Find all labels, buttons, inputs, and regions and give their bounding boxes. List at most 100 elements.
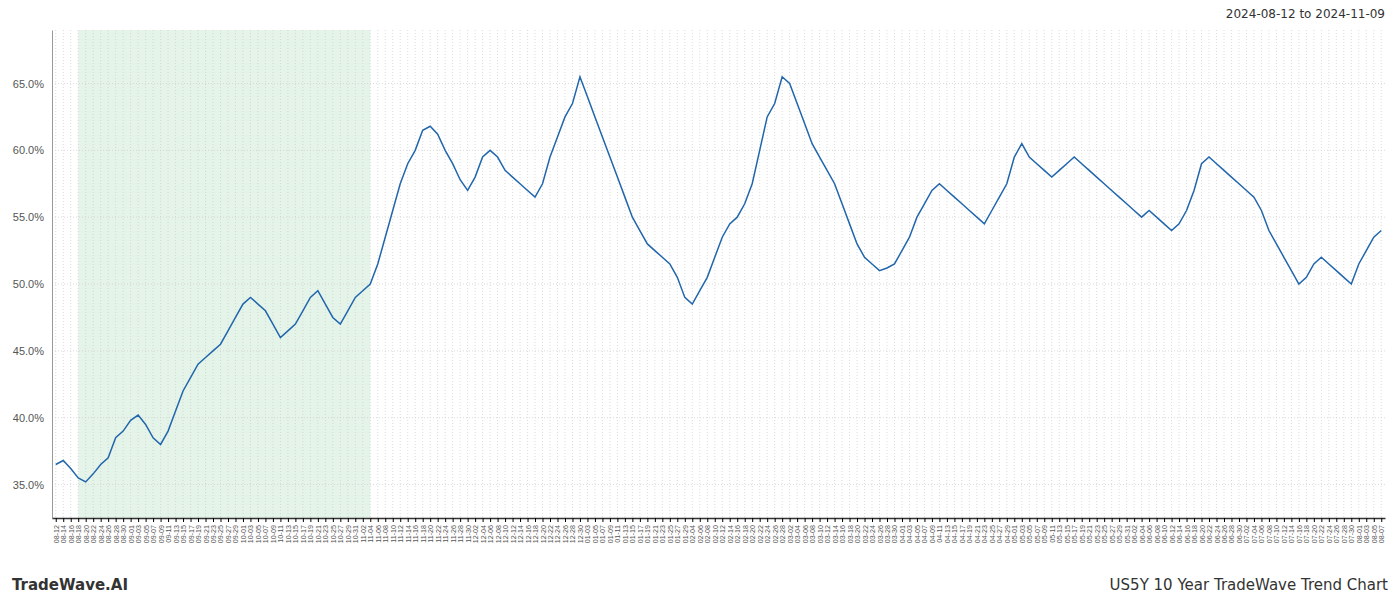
x-axis: 08-1208-1408-1608-1808-2008-2208-2408-26… xyxy=(53,518,1387,543)
grid-line xyxy=(819,30,820,518)
tick-mark xyxy=(288,518,289,522)
tick-mark xyxy=(962,518,963,522)
tick-mark xyxy=(632,518,633,522)
grid-line xyxy=(1231,30,1232,518)
grid-line xyxy=(557,30,558,518)
grid-line xyxy=(430,30,431,518)
grid-line xyxy=(617,30,618,518)
tick-mark xyxy=(677,518,678,522)
grid-line xyxy=(1149,30,1150,518)
tick-mark xyxy=(909,518,910,522)
grid-line xyxy=(872,30,873,518)
tick-mark xyxy=(1134,518,1135,522)
grid-line xyxy=(130,30,131,518)
grid-line xyxy=(145,30,146,518)
tick-mark xyxy=(827,518,828,522)
grid-line xyxy=(52,484,1385,485)
grid-line xyxy=(901,30,902,518)
tick-mark xyxy=(924,518,925,522)
grid-line xyxy=(579,30,580,518)
grid-line xyxy=(969,30,970,518)
grid-line xyxy=(639,30,640,518)
grid-line xyxy=(280,30,281,518)
tick-mark xyxy=(250,518,251,522)
tick-mark xyxy=(1269,518,1270,522)
tick-label: 55.0% xyxy=(13,211,44,223)
tick-mark xyxy=(340,518,341,522)
grid-line xyxy=(422,30,423,518)
grid-line xyxy=(894,30,895,518)
grid-line xyxy=(842,30,843,518)
tick-mark xyxy=(947,518,948,522)
grid-line xyxy=(85,30,86,518)
grid-line xyxy=(385,30,386,518)
tick-mark xyxy=(1172,518,1173,522)
grid-line xyxy=(452,30,453,518)
grid-line xyxy=(190,30,191,518)
grid-line xyxy=(475,30,476,518)
tick-mark xyxy=(325,518,326,522)
tick-mark xyxy=(557,518,558,522)
tick-mark xyxy=(1112,518,1113,522)
grid-line xyxy=(415,30,416,518)
tick-mark xyxy=(131,518,132,522)
grid-line xyxy=(1261,30,1262,518)
tick-mark xyxy=(310,518,311,522)
tick-mark xyxy=(1082,518,1083,522)
grid-line xyxy=(362,30,363,518)
grid-line xyxy=(295,30,296,518)
tick-mark xyxy=(430,518,431,522)
tick-mark xyxy=(1336,518,1337,522)
grid-line xyxy=(227,30,228,518)
tick-mark xyxy=(685,518,686,522)
grid-line xyxy=(1328,30,1329,518)
tick-mark xyxy=(453,518,454,522)
grid-line xyxy=(1059,30,1060,518)
grid-line xyxy=(767,30,768,518)
tick-mark xyxy=(318,518,319,522)
grid-line xyxy=(729,30,730,518)
grid-line xyxy=(999,30,1000,518)
grid-line xyxy=(1104,30,1105,518)
tick-mark xyxy=(206,518,207,522)
tick-mark xyxy=(1329,518,1330,522)
tick: 08-07 xyxy=(1378,518,1386,543)
tick-mark xyxy=(1291,518,1292,522)
grid-line xyxy=(302,30,303,518)
grid-line xyxy=(669,30,670,518)
tick-mark xyxy=(894,518,895,522)
grid-line xyxy=(175,30,176,518)
tick-mark xyxy=(595,518,596,522)
tick-mark xyxy=(243,518,244,522)
grid-line xyxy=(1253,30,1254,518)
tick-mark xyxy=(1059,518,1060,522)
grid-line xyxy=(93,30,94,518)
tick-mark xyxy=(1089,518,1090,522)
tick-mark xyxy=(1299,518,1300,522)
grid xyxy=(52,30,1385,518)
tick-mark xyxy=(273,518,274,522)
grid-line xyxy=(804,30,805,518)
tick-mark xyxy=(670,518,671,522)
grid-line xyxy=(1081,30,1082,518)
tick-label: 35.0% xyxy=(13,479,44,491)
tick-mark xyxy=(1179,518,1180,522)
tick-mark xyxy=(146,518,147,522)
grid-line xyxy=(332,30,333,518)
grid-line xyxy=(1111,30,1112,518)
tick-mark xyxy=(939,518,940,522)
tick-label: 45.0% xyxy=(13,345,44,357)
tick-mark xyxy=(56,518,57,522)
grid-line xyxy=(1351,30,1352,518)
tick-mark xyxy=(662,518,663,522)
tick: 45.0% xyxy=(13,345,52,357)
tick-mark xyxy=(86,518,87,522)
grid-line xyxy=(1291,30,1292,518)
tick: 65.0% xyxy=(13,77,52,89)
grid-line xyxy=(1321,30,1322,518)
tick-mark xyxy=(535,518,536,522)
tick-label: 50.0% xyxy=(13,278,44,290)
grid-line xyxy=(213,30,214,518)
grid-line xyxy=(587,30,588,518)
tick: 50.0% xyxy=(13,278,52,290)
